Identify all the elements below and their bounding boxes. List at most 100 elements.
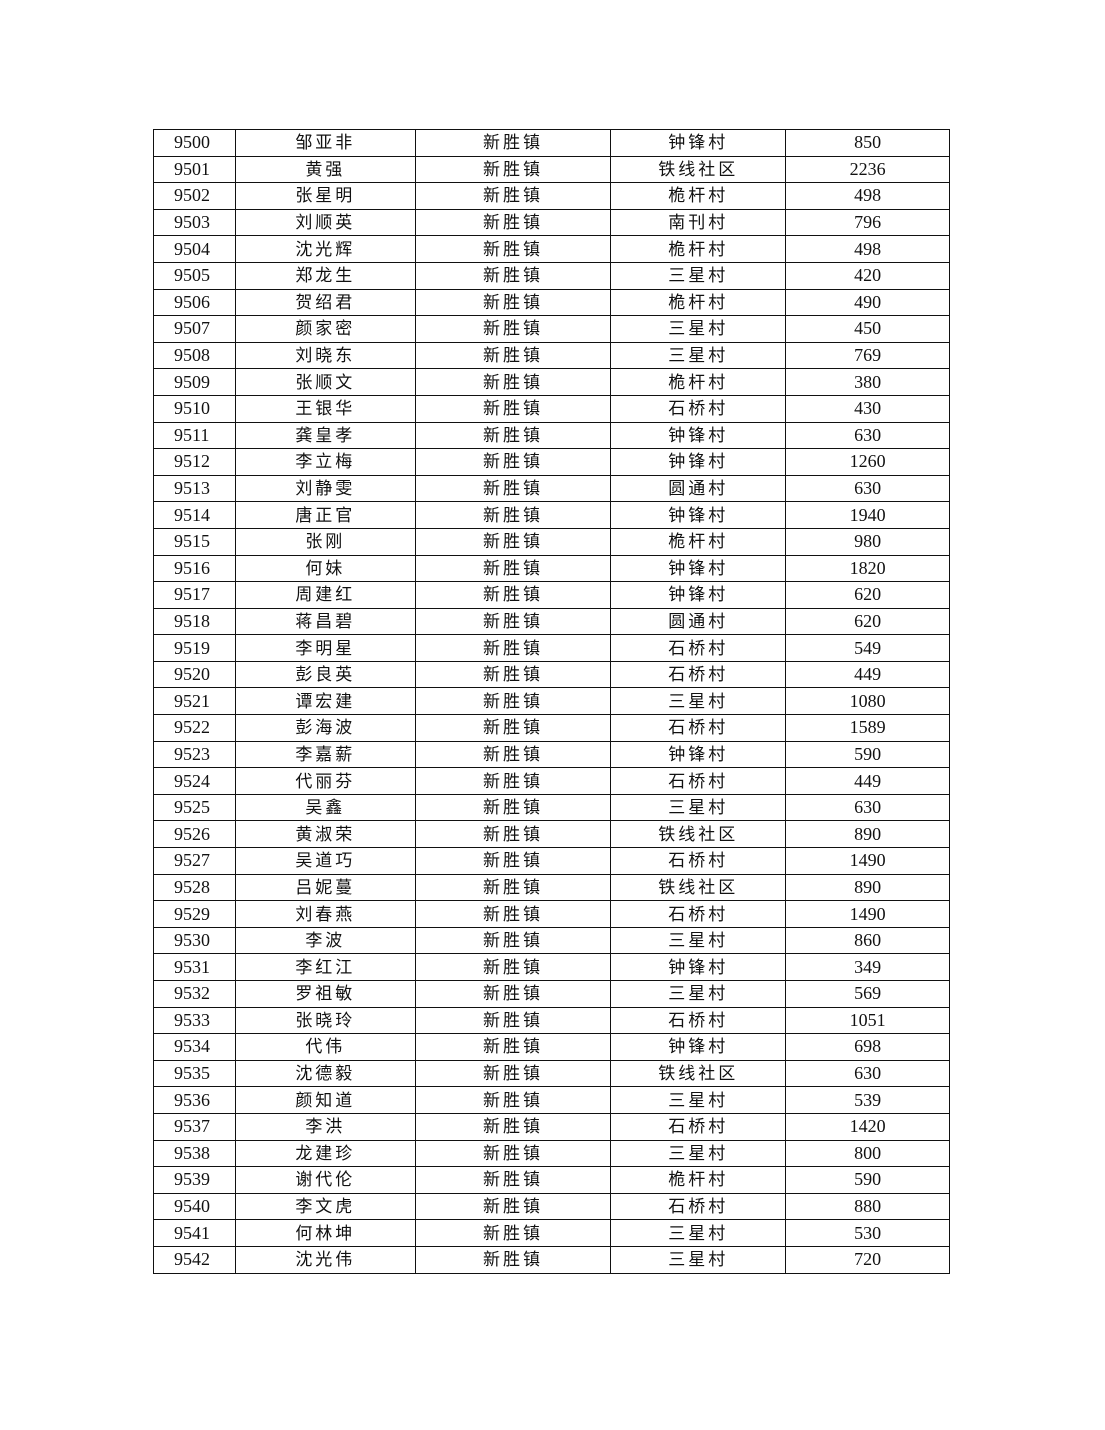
table-row: 9534 代伟 新胜镇 钟锋村 698 xyxy=(153,1033,950,1061)
table-row: 9508 刘晓东 新胜镇 三星村 769 xyxy=(153,341,950,370)
village-cell: 桅杆村 xyxy=(610,288,787,317)
amount-cell: 430 xyxy=(785,394,950,423)
row-number-cell: 9532 xyxy=(153,980,236,1008)
table-row: 9529 刘春燕 新胜镇 石桥村 1490 xyxy=(153,900,950,928)
town-cell: 新胜镇 xyxy=(414,261,612,290)
village-cell: 三星村 xyxy=(610,1086,787,1114)
name-cell: 黄淑荣 xyxy=(234,820,416,849)
row-number-cell: 9511 xyxy=(153,421,236,450)
town-cell: 新胜镇 xyxy=(414,767,612,795)
row-number-cell: 9515 xyxy=(153,527,236,556)
row-number-cell: 9502 xyxy=(153,182,236,210)
village-cell: 三星村 xyxy=(610,926,787,955)
amount-cell: 1260 xyxy=(785,448,950,476)
name-cell: 谭宏建 xyxy=(234,687,416,716)
table-row: 9507 颜家密 新胜镇 三星村 450 xyxy=(153,315,950,343)
town-cell: 新胜镇 xyxy=(414,182,612,210)
row-number-cell: 9510 xyxy=(153,394,236,423)
village-cell: 铁线社区 xyxy=(610,873,787,902)
village-cell: 石桥村 xyxy=(610,847,787,875)
row-number-cell: 9514 xyxy=(153,501,236,529)
row-number-cell: 9518 xyxy=(153,607,236,636)
town-cell: 新胜镇 xyxy=(414,129,612,157)
name-cell: 龙建珍 xyxy=(234,1139,416,1168)
name-cell: 李嘉薪 xyxy=(234,740,416,769)
town-cell: 新胜镇 xyxy=(414,1192,612,1221)
village-cell: 桅杆村 xyxy=(610,235,787,263)
name-cell: 何林坤 xyxy=(234,1219,416,1247)
row-number-cell: 9533 xyxy=(153,1006,236,1035)
row-number-cell: 9528 xyxy=(153,873,236,902)
village-cell: 铁线社区 xyxy=(610,155,787,184)
village-cell: 南刊村 xyxy=(610,208,787,237)
amount-cell: 450 xyxy=(785,315,950,343)
name-cell: 刘春燕 xyxy=(234,900,416,928)
town-cell: 新胜镇 xyxy=(414,1219,612,1247)
name-cell: 李波 xyxy=(234,926,416,955)
table-row: 9539 谢代伦 新胜镇 桅杆村 590 xyxy=(153,1166,950,1194)
town-cell: 新胜镇 xyxy=(414,980,612,1008)
amount-cell: 1080 xyxy=(785,687,950,716)
table-row: 9521 谭宏建 新胜镇 三星村 1080 xyxy=(153,687,950,716)
name-cell: 沈光辉 xyxy=(234,235,416,263)
amount-cell: 630 xyxy=(785,1059,950,1088)
amount-cell: 800 xyxy=(785,1139,950,1168)
village-cell: 钟锋村 xyxy=(610,421,787,450)
row-number-cell: 9501 xyxy=(153,155,236,184)
town-cell: 新胜镇 xyxy=(414,1166,612,1194)
village-cell: 三星村 xyxy=(610,980,787,1008)
table-row: 9516 何妹 新胜镇 钟锋村 1820 xyxy=(153,554,950,583)
row-number-cell: 9513 xyxy=(153,474,236,503)
amount-cell: 630 xyxy=(785,421,950,450)
name-cell: 郑龙生 xyxy=(234,261,416,290)
town-cell: 新胜镇 xyxy=(414,714,612,742)
town-cell: 新胜镇 xyxy=(414,660,612,689)
town-cell: 新胜镇 xyxy=(414,900,612,928)
name-cell: 何妹 xyxy=(234,554,416,583)
name-cell: 谢代伦 xyxy=(234,1166,416,1194)
row-number-cell: 9508 xyxy=(153,341,236,370)
table-row: 9501 黄强 新胜镇 铁线社区 2236 xyxy=(153,155,950,184)
row-number-cell: 9512 xyxy=(153,448,236,476)
table-row: 9500 邹亚非 新胜镇 钟锋村 850 xyxy=(153,129,950,157)
village-cell: 圆通村 xyxy=(610,474,787,503)
village-cell: 石桥村 xyxy=(610,1112,787,1141)
village-cell: 三星村 xyxy=(610,793,787,822)
amount-cell: 630 xyxy=(785,474,950,503)
row-number-cell: 9540 xyxy=(153,1192,236,1221)
amount-cell: 590 xyxy=(785,740,950,769)
row-number-cell: 9537 xyxy=(153,1112,236,1141)
table-row: 9535 沈德毅 新胜镇 铁线社区 630 xyxy=(153,1059,950,1088)
town-cell: 新胜镇 xyxy=(414,607,612,636)
table-row: 9506 贺绍君 新胜镇 桅杆村 490 xyxy=(153,288,950,317)
amount-cell: 720 xyxy=(785,1245,950,1274)
amount-cell: 980 xyxy=(785,527,950,556)
table-row: 9528 吕妮蔓 新胜镇 铁线社区 890 xyxy=(153,873,950,902)
name-cell: 代丽芬 xyxy=(234,767,416,795)
table-row: 9536 颜知道 新胜镇 三星村 539 xyxy=(153,1086,950,1114)
amount-cell: 1940 xyxy=(785,501,950,529)
amount-cell: 349 xyxy=(785,953,950,981)
row-number-cell: 9522 xyxy=(153,714,236,742)
amount-cell: 890 xyxy=(785,873,950,902)
name-cell: 周建红 xyxy=(234,581,416,609)
name-cell: 邹亚非 xyxy=(234,129,416,157)
row-number-cell: 9539 xyxy=(153,1166,236,1194)
village-cell: 钟锋村 xyxy=(610,554,787,583)
name-cell: 唐正官 xyxy=(234,501,416,529)
amount-cell: 1420 xyxy=(785,1112,950,1141)
table-row: 9524 代丽芬 新胜镇 石桥村 449 xyxy=(153,767,950,795)
table-row: 9531 李红江 新胜镇 钟锋村 349 xyxy=(153,953,950,981)
table-row: 9510 王银华 新胜镇 石桥村 430 xyxy=(153,394,950,423)
name-cell: 王银华 xyxy=(234,394,416,423)
amount-cell: 498 xyxy=(785,182,950,210)
amount-cell: 569 xyxy=(785,980,950,1008)
table-row: 9525 吴鑫 新胜镇 三星村 630 xyxy=(153,793,950,822)
table-row: 9542 沈光伟 新胜镇 三星村 720 xyxy=(153,1245,950,1274)
town-cell: 新胜镇 xyxy=(414,1245,612,1274)
row-number-cell: 9525 xyxy=(153,793,236,822)
town-cell: 新胜镇 xyxy=(414,315,612,343)
row-number-cell: 9536 xyxy=(153,1086,236,1114)
row-number-cell: 9526 xyxy=(153,820,236,849)
town-cell: 新胜镇 xyxy=(414,1033,612,1061)
